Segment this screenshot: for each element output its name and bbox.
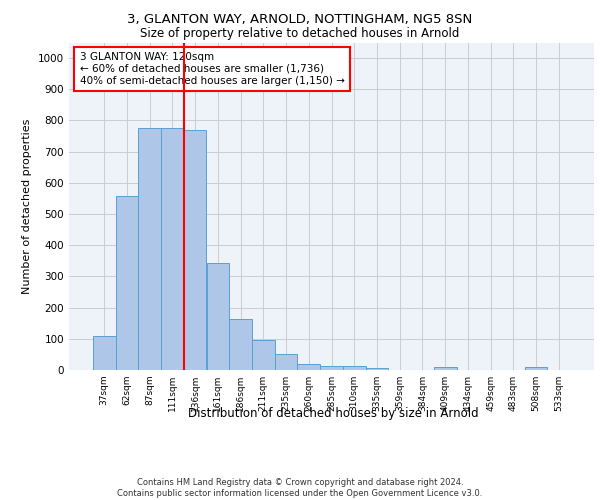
Text: 3, GLANTON WAY, ARNOLD, NOTTINGHAM, NG5 8SN: 3, GLANTON WAY, ARNOLD, NOTTINGHAM, NG5 … [127,12,473,26]
Bar [434,367,457,370]
Text: Distribution of detached houses by size in Arnold: Distribution of detached houses by size … [188,408,478,420]
Bar [524,367,547,370]
Bar [275,354,298,370]
Bar [343,366,365,370]
Text: Contains HM Land Registry data © Crown copyright and database right 2024.
Contai: Contains HM Land Registry data © Crown c… [118,478,482,498]
Bar [116,196,139,370]
Y-axis label: Number of detached properties: Number of detached properties [22,118,32,294]
Bar [206,264,229,370]
Bar [229,319,252,370]
Text: Size of property relative to detached houses in Arnold: Size of property relative to detached ho… [140,28,460,40]
Bar [93,336,116,370]
Bar [320,366,343,370]
Bar [252,340,275,370]
Bar [298,364,320,370]
Bar [139,128,161,370]
Bar [365,368,388,370]
Bar [184,130,206,370]
Text: 3 GLANTON WAY: 120sqm
← 60% of detached houses are smaller (1,736)
40% of semi-d: 3 GLANTON WAY: 120sqm ← 60% of detached … [79,52,344,86]
Bar [161,128,184,370]
